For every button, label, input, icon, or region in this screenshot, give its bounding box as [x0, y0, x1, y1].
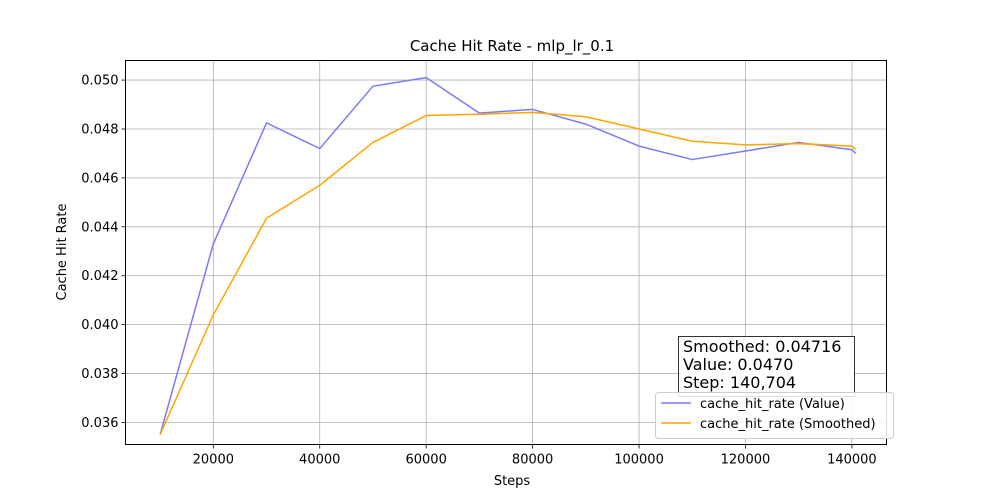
legend-label-value: cache_hit_rate (Value): [700, 397, 845, 412]
annotation-step: Step: 140,704: [683, 373, 796, 392]
legend-label-smoothed: cache_hit_rate (Smoothed): [700, 417, 876, 432]
grid: [125, 60, 887, 445]
value-annotation: Smoothed: 0.04716 Value: 0.0470 Step: 14…: [678, 336, 855, 397]
y-tick-label: 0.036: [81, 416, 118, 431]
series-layer: [159, 76, 857, 436]
annotation-value: Value: 0.0470: [683, 355, 793, 374]
y-tick-label: 0.044: [81, 220, 118, 235]
annotation-smoothed: Smoothed: 0.04716: [683, 337, 841, 356]
legend: cache_hit_rate (Value) cache_hit_rate (S…: [655, 392, 894, 439]
x-tick-label: 100000: [614, 453, 664, 468]
value-series-line: [159, 76, 857, 435]
x-tick-label: 120000: [721, 453, 771, 468]
legend-box: [655, 392, 894, 439]
y-axis-label: Cache Hit Rate: [55, 204, 70, 301]
x-tick-label: 60000: [405, 453, 446, 468]
y-tick-label: 0.048: [81, 122, 118, 137]
chart-title: Cache Hit Rate - mlp_lr_0.1: [410, 37, 614, 56]
y-tick-label: 0.042: [81, 269, 118, 284]
annotation-box: [678, 336, 855, 397]
ticks: 20000 40000 60000 80000 100000 120000 140000 0.…: [81, 74, 876, 468]
x-tick-label: 40000: [299, 453, 340, 468]
x-axis-label: Steps: [494, 474, 531, 489]
x-tick-label: 140000: [827, 453, 877, 468]
y-tick-label: 0.050: [81, 74, 118, 89]
smoothed-series-line: [159, 111, 857, 436]
x-tick-label: 20000: [193, 453, 234, 468]
plot-frame: [125, 60, 887, 445]
x-tick-label: 80000: [512, 453, 553, 468]
y-tick-label: 0.038: [81, 367, 118, 382]
y-tick-label: 0.040: [81, 318, 118, 333]
y-tick-label: 0.046: [81, 171, 118, 186]
